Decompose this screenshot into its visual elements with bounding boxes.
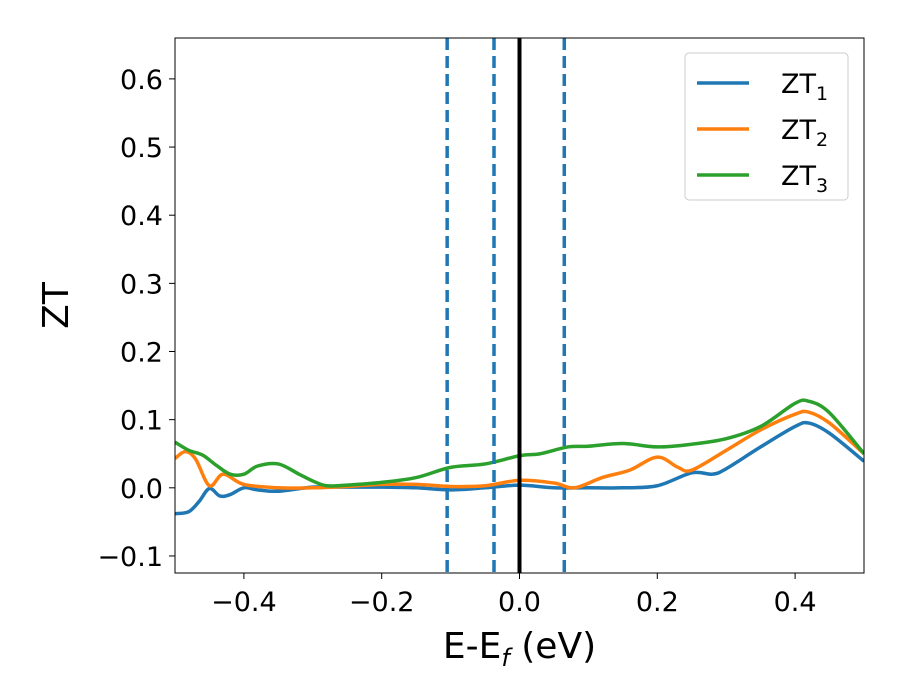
y-tick-label: 0.0 — [120, 474, 163, 505]
x-tick-label: 0.2 — [636, 587, 679, 618]
x-axis-label-main: E-E — [443, 626, 501, 667]
y-tick-label: 0.3 — [120, 269, 163, 300]
y-axis-ticks: −0.1 0.0 0.1 0.2 0.3 0.4 0.5 0.6 — [97, 65, 175, 573]
x-tick-label: 0.0 — [498, 587, 541, 618]
legend-label-zt3: ZT3 — [781, 161, 828, 197]
y-tick-label: 0.5 — [120, 133, 163, 164]
x-axis-ticks: −0.4 −0.2 0.0 0.2 0.4 — [211, 573, 817, 618]
series-line-zt3 — [175, 398, 864, 488]
legend-label-zt1: ZT1 — [781, 69, 828, 105]
y-tick-label: 0.2 — [120, 338, 163, 369]
legend-box — [684, 52, 849, 201]
x-axis-label-unit: (eV) — [510, 626, 596, 667]
y-axis-label: ZT — [36, 281, 77, 329]
series-line-zt1 — [175, 420, 864, 516]
x-tick-label: −0.2 — [349, 587, 415, 618]
y-tick-label: 0.6 — [120, 65, 163, 96]
x-tick-label: 0.4 — [774, 587, 817, 618]
legend-label-zt2: ZT2 — [781, 115, 828, 151]
y-tick-label: −0.1 — [97, 542, 163, 573]
x-tick-label: −0.4 — [211, 587, 277, 618]
legend: ZT1 ZT2 ZT3 — [684, 52, 849, 201]
reference-lines — [445, 38, 567, 573]
y-tick-label: 0.4 — [120, 201, 163, 232]
x-axis-label: E-Ef (eV) — [443, 626, 596, 672]
y-tick-label: 0.1 — [120, 406, 163, 437]
